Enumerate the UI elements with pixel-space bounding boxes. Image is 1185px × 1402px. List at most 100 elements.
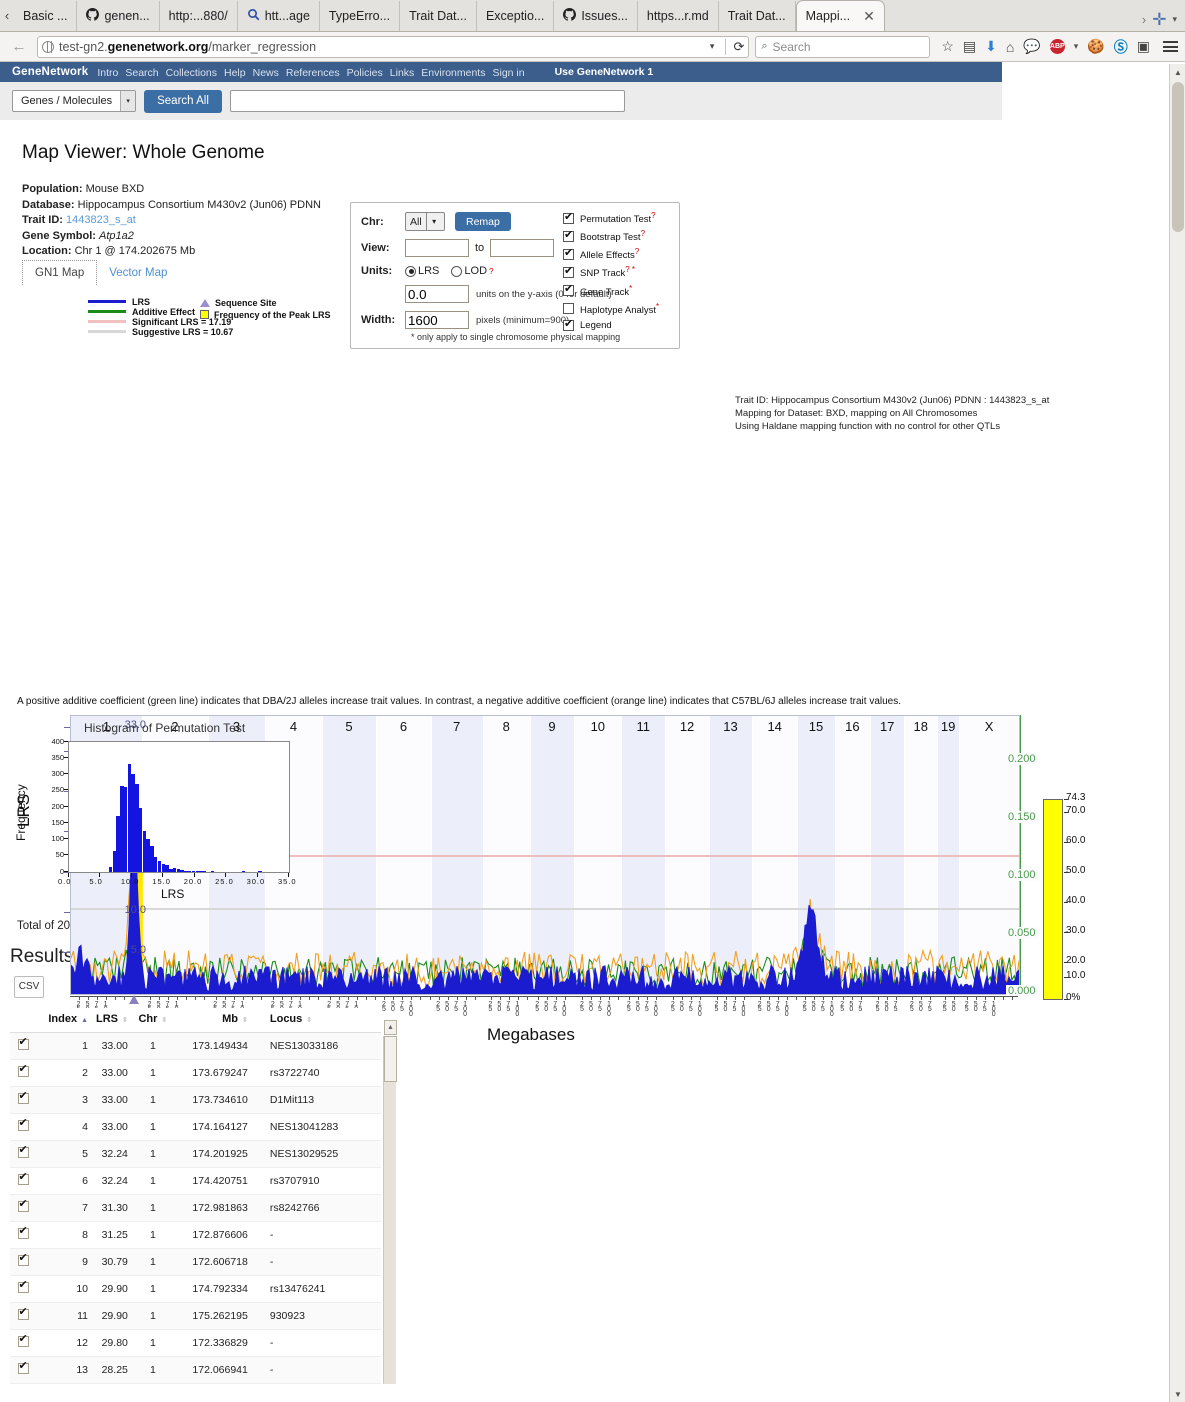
browser-tab-1[interactable]: genen... bbox=[77, 1, 160, 31]
page-scrollbar[interactable]: ▲ ▼ bbox=[1169, 64, 1185, 1402]
hamburger-icon[interactable] bbox=[1159, 41, 1178, 52]
browser-tab-5[interactable]: Trait Dat... bbox=[400, 1, 477, 31]
browser-tab-2[interactable]: http:...880/ bbox=[160, 1, 238, 31]
browser-tab-3[interactable]: htt...age bbox=[238, 1, 320, 31]
nav-link-news[interactable]: News bbox=[252, 67, 279, 79]
checkbox-icon[interactable] bbox=[17, 1306, 29, 1320]
tab-overflow-icon[interactable]: › bbox=[1141, 12, 1147, 27]
checkbox-icon[interactable] bbox=[17, 1198, 29, 1212]
nav-link-policies[interactable]: Policies bbox=[346, 67, 383, 79]
map-tab-vector-map[interactable]: Vector Map bbox=[109, 266, 168, 279]
checkbox-icon[interactable] bbox=[563, 265, 574, 279]
option-allele-effects[interactable]: Allele Effects? bbox=[563, 247, 659, 261]
row-checkbox-cell[interactable] bbox=[10, 1140, 36, 1168]
checkbox-icon[interactable] bbox=[17, 1333, 29, 1347]
checkbox-icon[interactable] bbox=[17, 1036, 29, 1050]
tab-menu-icon[interactable]: ▾ bbox=[1172, 14, 1177, 24]
library-icon[interactable]: ▤ bbox=[962, 38, 977, 54]
search-category-select[interactable]: Genes / Molecules ▾ bbox=[12, 90, 137, 112]
nav-link-intro[interactable]: Intro bbox=[97, 67, 119, 79]
nav-link-environments[interactable]: Environments bbox=[421, 67, 486, 79]
search-input[interactable] bbox=[229, 90, 625, 112]
sort-icon[interactable]: ⬍ bbox=[306, 1016, 313, 1024]
sort-icon[interactable]: ⬍ bbox=[122, 1016, 128, 1024]
column-header-locus[interactable]: Locus ⬍ bbox=[251, 1007, 381, 1033]
row-checkbox-cell[interactable] bbox=[10, 1059, 36, 1087]
option-bootstrap-test[interactable]: Bootstrap Test? bbox=[563, 229, 659, 243]
reload-icon[interactable]: ⟳ bbox=[725, 38, 744, 55]
column-header-mb[interactable]: Mb ⬍ bbox=[173, 1007, 252, 1033]
nav-link-search[interactable]: Search bbox=[125, 67, 159, 79]
checkbox-icon[interactable] bbox=[17, 1225, 29, 1239]
close-icon[interactable]: ✕ bbox=[863, 7, 875, 24]
page-scroll-up-icon[interactable]: ▲ bbox=[1170, 64, 1185, 80]
checkbox-icon[interactable] bbox=[17, 1360, 29, 1374]
scroll-up-icon[interactable]: ▲ bbox=[384, 1019, 397, 1035]
row-checkbox-cell[interactable] bbox=[10, 1275, 36, 1303]
row-checkbox-cell[interactable] bbox=[10, 1167, 36, 1195]
help-icon[interactable]: * bbox=[629, 283, 633, 293]
url-dropdown-icon[interactable]: ▾ bbox=[709, 41, 715, 51]
checkbox-icon[interactable] bbox=[563, 303, 574, 315]
checkbox-icon[interactable] bbox=[563, 211, 574, 224]
sort-icon[interactable]: ⬍ bbox=[161, 1016, 168, 1024]
cookie-icon[interactable]: 🍪 bbox=[1087, 38, 1105, 54]
checkbox-icon[interactable] bbox=[17, 1279, 29, 1293]
new-tab-icon[interactable]: ✛ bbox=[1152, 9, 1167, 29]
browser-tab-0[interactable]: Basic ... bbox=[14, 1, 78, 31]
use-genenetwork-1-link[interactable]: Use GeneNetwork 1 bbox=[554, 66, 654, 78]
adblock-caret-down-icon[interactable]: ▾ bbox=[1073, 41, 1079, 51]
browser-tab-9[interactable]: Trait Dat... bbox=[719, 1, 796, 31]
view-to-input[interactable] bbox=[490, 239, 555, 257]
column-header-lrs[interactable]: LRS ⬍ bbox=[92, 1007, 132, 1033]
results-table-scrollbar[interactable]: ▲ bbox=[383, 1019, 397, 1384]
csv-export-button[interactable]: CSV bbox=[14, 975, 44, 998]
nav-link-references[interactable]: References bbox=[285, 67, 340, 79]
nav-link-help[interactable]: Help bbox=[224, 67, 246, 79]
checkbox-icon[interactable] bbox=[17, 1144, 29, 1158]
skype-icon[interactable]: Ⓢ bbox=[1113, 38, 1128, 55]
remap-button[interactable]: Remap bbox=[455, 212, 511, 231]
browser-tab-7[interactable]: Issues... bbox=[554, 1, 638, 31]
row-checkbox-cell[interactable] bbox=[10, 1032, 36, 1060]
checkbox-icon[interactable] bbox=[17, 1090, 29, 1104]
browser-tab-8[interactable]: https...r.md bbox=[638, 1, 719, 31]
row-checkbox-cell[interactable] bbox=[10, 1302, 36, 1330]
checkbox-icon[interactable] bbox=[17, 1171, 29, 1185]
browser-tab-4[interactable]: TypeErro... bbox=[320, 1, 401, 31]
nav-link-sign-in[interactable]: Sign in bbox=[492, 67, 525, 79]
column-header-index[interactable]: Index ▲ bbox=[36, 1007, 92, 1033]
tab-scroll-left-icon[interactable]: ‹ bbox=[4, 7, 10, 23]
page-scroll-thumb[interactable] bbox=[1172, 82, 1184, 232]
checkbox-icon[interactable] bbox=[563, 247, 574, 260]
option-gene-track[interactable]: Gene Track* bbox=[563, 283, 659, 298]
back-button[interactable]: ← bbox=[11, 38, 27, 55]
view-from-input[interactable] bbox=[405, 239, 469, 257]
sort-icon[interactable]: ▲ bbox=[81, 1016, 88, 1024]
sort-icon[interactable]: ⬍ bbox=[242, 1016, 248, 1024]
results-table-scroll-thumb[interactable] bbox=[384, 1035, 397, 1082]
browser-search-box[interactable]: ⌕ Search bbox=[755, 35, 931, 58]
yaxis-units-input[interactable] bbox=[405, 285, 469, 303]
browser-tab-6[interactable]: Exceptio... bbox=[477, 1, 555, 31]
option-permutation-test[interactable]: Permutation Test? bbox=[563, 211, 659, 225]
search-all-button[interactable]: Search All bbox=[144, 89, 222, 113]
chat-icon[interactable]: 💬 bbox=[1023, 38, 1041, 54]
width-input[interactable] bbox=[405, 311, 469, 329]
selenium-icon[interactable]: ▣ bbox=[1136, 38, 1150, 54]
page-scroll-down-icon[interactable]: ▼ bbox=[1170, 1386, 1185, 1402]
units-lod-radio[interactable] bbox=[451, 265, 463, 277]
checkbox-icon[interactable] bbox=[563, 229, 574, 242]
row-checkbox-cell[interactable] bbox=[10, 1248, 36, 1276]
help-icon[interactable]: * bbox=[656, 301, 660, 311]
row-checkbox-cell[interactable] bbox=[10, 1329, 36, 1357]
help-icon[interactable]: ? bbox=[640, 229, 646, 239]
